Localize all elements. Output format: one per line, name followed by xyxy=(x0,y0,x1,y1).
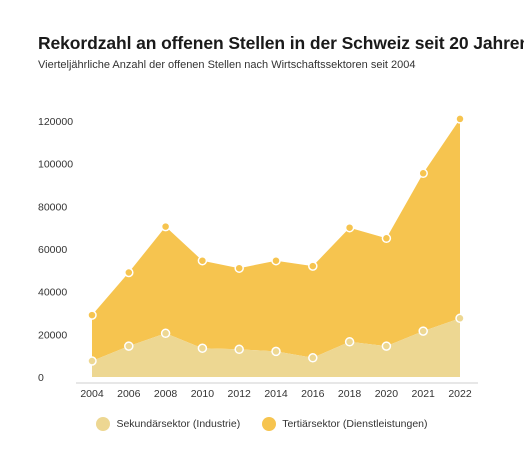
x-tick-label: 2014 xyxy=(264,388,288,400)
x-tick-label: 2016 xyxy=(301,388,325,400)
point-sekundaersektor[interactable] xyxy=(455,313,465,324)
legend-swatch-sekundaersektor xyxy=(96,417,111,431)
y-tick-label: 120000 xyxy=(38,116,73,128)
legend-label-sekundaersektor: Sekundärsektor (Industrie) xyxy=(116,418,241,430)
point-sekundaersektor[interactable] xyxy=(124,341,134,351)
x-tick-label: 2008 xyxy=(154,388,178,400)
point-sekundaersektor[interactable] xyxy=(308,353,318,363)
point-tertiaersektor[interactable] xyxy=(87,310,97,320)
y-tick-label: 100000 xyxy=(38,159,73,171)
point-sekundaersektor[interactable] xyxy=(160,328,171,339)
point-tertiaersektor[interactable] xyxy=(455,114,465,124)
chart-title: Rekordzahl an offenen Stellen in der Sch… xyxy=(38,33,524,53)
legend: Sekundärsektor (Industrie) Tertiärsektor… xyxy=(0,417,524,431)
x-tick-label: 2010 xyxy=(191,388,215,400)
x-tick-label: 2012 xyxy=(228,388,252,400)
legend-swatch-tertiaersektor xyxy=(262,417,277,431)
point-sekundaersektor[interactable] xyxy=(418,326,428,336)
y-tick-label: 80000 xyxy=(38,201,67,213)
area-sekundaersektor xyxy=(92,318,460,377)
y-tick-label: 60000 xyxy=(38,244,67,256)
x-tick-label: 2021 xyxy=(412,388,436,400)
x-tick-label: 2020 xyxy=(375,388,399,400)
point-sekundaersektor[interactable] xyxy=(381,341,392,351)
point-sekundaersektor[interactable] xyxy=(234,344,244,355)
point-tertiaersektor[interactable] xyxy=(234,263,244,273)
x-tick-label: 2006 xyxy=(117,388,141,400)
area-tertiaersektor xyxy=(92,118,460,362)
point-tertiaersektor[interactable] xyxy=(160,221,171,232)
point-tertiaersektor[interactable] xyxy=(124,267,134,278)
y-tick-label: 20000 xyxy=(38,329,67,341)
legend-item-sekundaersektor[interactable]: Sekundärsektor (Industrie) xyxy=(96,417,240,431)
chart-subtitle: Vierteljährliche Anzahl der offenen Stel… xyxy=(38,59,416,71)
point-tertiaersektor[interactable] xyxy=(344,222,355,233)
y-tick-label: 0 xyxy=(38,372,44,384)
x-tick-label: 2004 xyxy=(80,388,104,400)
point-sekundaersektor[interactable] xyxy=(87,356,97,366)
point-tertiaersektor[interactable] xyxy=(197,255,208,266)
point-sekundaersektor[interactable] xyxy=(197,343,208,353)
point-sekundaersektor[interactable] xyxy=(344,337,355,347)
point-sekundaersektor[interactable] xyxy=(271,346,281,357)
x-tick-label: 2018 xyxy=(338,388,362,400)
point-tertiaersektor[interactable] xyxy=(381,233,392,244)
point-tertiaersektor[interactable] xyxy=(308,261,318,271)
legend-item-tertiaersektor[interactable]: Tertiärsektor (Dienstleistungen) xyxy=(262,417,428,431)
x-tick-label: 2022 xyxy=(448,388,472,400)
legend-label-tertiaersektor: Tertiärsektor (Dienstleistungen) xyxy=(282,418,428,430)
point-tertiaersektor[interactable] xyxy=(271,255,281,266)
y-tick-label: 40000 xyxy=(38,287,67,299)
point-tertiaersektor[interactable] xyxy=(418,168,428,179)
